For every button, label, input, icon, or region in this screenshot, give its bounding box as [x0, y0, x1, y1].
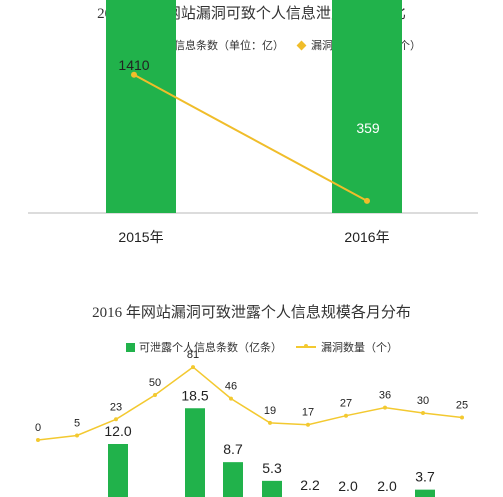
bar: [106, 0, 176, 214]
line-point: [75, 433, 79, 438]
line-point: [131, 71, 137, 78]
bar-data-label: 12.0: [104, 423, 131, 439]
line-point: [460, 415, 464, 420]
line-point: [36, 438, 40, 442]
bar-data-label: 3.7: [415, 469, 435, 485]
bar-data-label: 2.0: [377, 478, 397, 494]
series-line: [37, 366, 463, 441]
legend-bar-swatch: [126, 342, 135, 352]
line-data-label: 19: [264, 405, 276, 417]
bar-data-label: 5.3: [262, 460, 282, 476]
line-data-label: 36: [379, 390, 391, 402]
line-point: [306, 422, 310, 427]
line-data-label: 27: [340, 398, 352, 410]
line-point: [421, 411, 425, 415]
line-data-label: 0: [35, 422, 41, 434]
line-data-label: 46: [225, 381, 237, 393]
line-point: [114, 417, 118, 422]
line-point: [364, 197, 370, 204]
bar-data-label: 18.5: [181, 387, 208, 403]
line-point: [191, 365, 195, 370]
bar: [223, 462, 243, 497]
bar: [415, 489, 435, 497]
bar-data-label: 8.7: [223, 441, 243, 457]
bar: [262, 480, 282, 497]
line-point: [268, 420, 272, 425]
line-point: [229, 396, 233, 401]
line-data-label: 30: [417, 395, 429, 407]
x-tick-label: 2015年: [118, 229, 163, 245]
line-point: [153, 393, 157, 397]
line-data-label: 23: [110, 401, 122, 413]
chart2-legend: 可泄露个人信息条数（亿条） 漏洞数量（个）: [126, 339, 398, 355]
bar: [108, 444, 128, 497]
legend-line-swatch: [296, 344, 316, 348]
chart2-title: 2016 年网站漏洞可致泄露个人信息规模各月分布: [92, 305, 411, 321]
line-data-label: 25: [456, 400, 468, 412]
legend-line-label: 漏洞数量（个）: [321, 342, 398, 354]
line-data-label: 50: [149, 377, 161, 389]
bar-data-label: 2.2: [300, 477, 320, 493]
bar-data-label: 2.0: [338, 478, 358, 494]
line-data-label: 5: [74, 418, 80, 430]
line-data-label: 1410: [118, 57, 149, 73]
line-data-label: 359: [356, 120, 380, 136]
series-line: [133, 73, 368, 202]
line-point: [344, 413, 348, 418]
legend-bar-label: 可泄露个人信息条数（亿条）: [139, 342, 282, 354]
x-tick-label: 2016年: [344, 229, 389, 245]
bar: [185, 408, 205, 497]
line-data-label: 81: [187, 349, 199, 361]
line-data-label: 17: [302, 407, 314, 419]
line-point: [383, 405, 387, 410]
bar: [332, 0, 402, 213]
